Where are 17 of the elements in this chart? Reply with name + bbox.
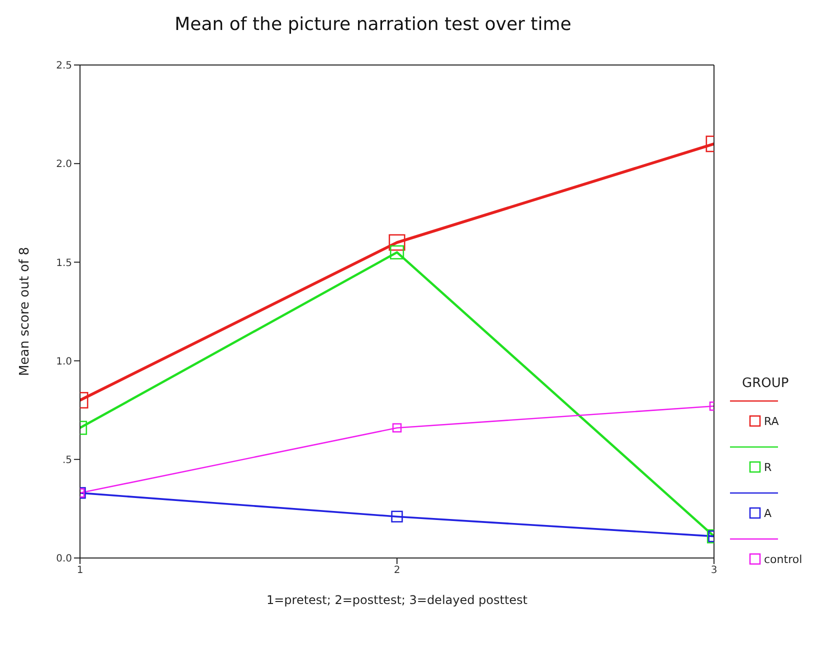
legend-title: GROUP bbox=[742, 376, 790, 391]
legend-label: RA bbox=[764, 415, 780, 428]
legend-label: control bbox=[764, 553, 802, 566]
x-axis-title: 1=pretest; 2=posttest; 3=delayed posttest bbox=[266, 593, 528, 607]
x-tick-label: 3 bbox=[710, 565, 718, 576]
y-tick-label: 2.5 bbox=[56, 60, 72, 72]
chart-title: Mean of the picture narration test over time bbox=[174, 14, 572, 35]
y-tick-label: 1.5 bbox=[56, 258, 72, 269]
legend-label: A bbox=[764, 507, 772, 520]
y-tick-label: 1.0 bbox=[56, 356, 72, 368]
y-axis-title: Mean score out of 8 bbox=[18, 247, 33, 376]
x-tick-label: 1 bbox=[76, 565, 84, 576]
y-tick-label: .5 bbox=[62, 454, 72, 466]
y-tick-label: 0.0 bbox=[56, 554, 72, 565]
x-tick-label: 2 bbox=[394, 565, 400, 576]
legend-label: R bbox=[764, 461, 772, 474]
y-tick-label: 2.0 bbox=[56, 159, 72, 170]
